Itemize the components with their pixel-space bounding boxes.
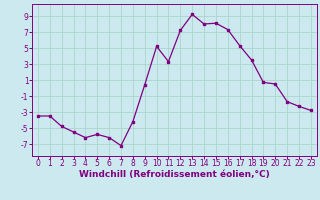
X-axis label: Windchill (Refroidissement éolien,°C): Windchill (Refroidissement éolien,°C) [79, 170, 270, 179]
